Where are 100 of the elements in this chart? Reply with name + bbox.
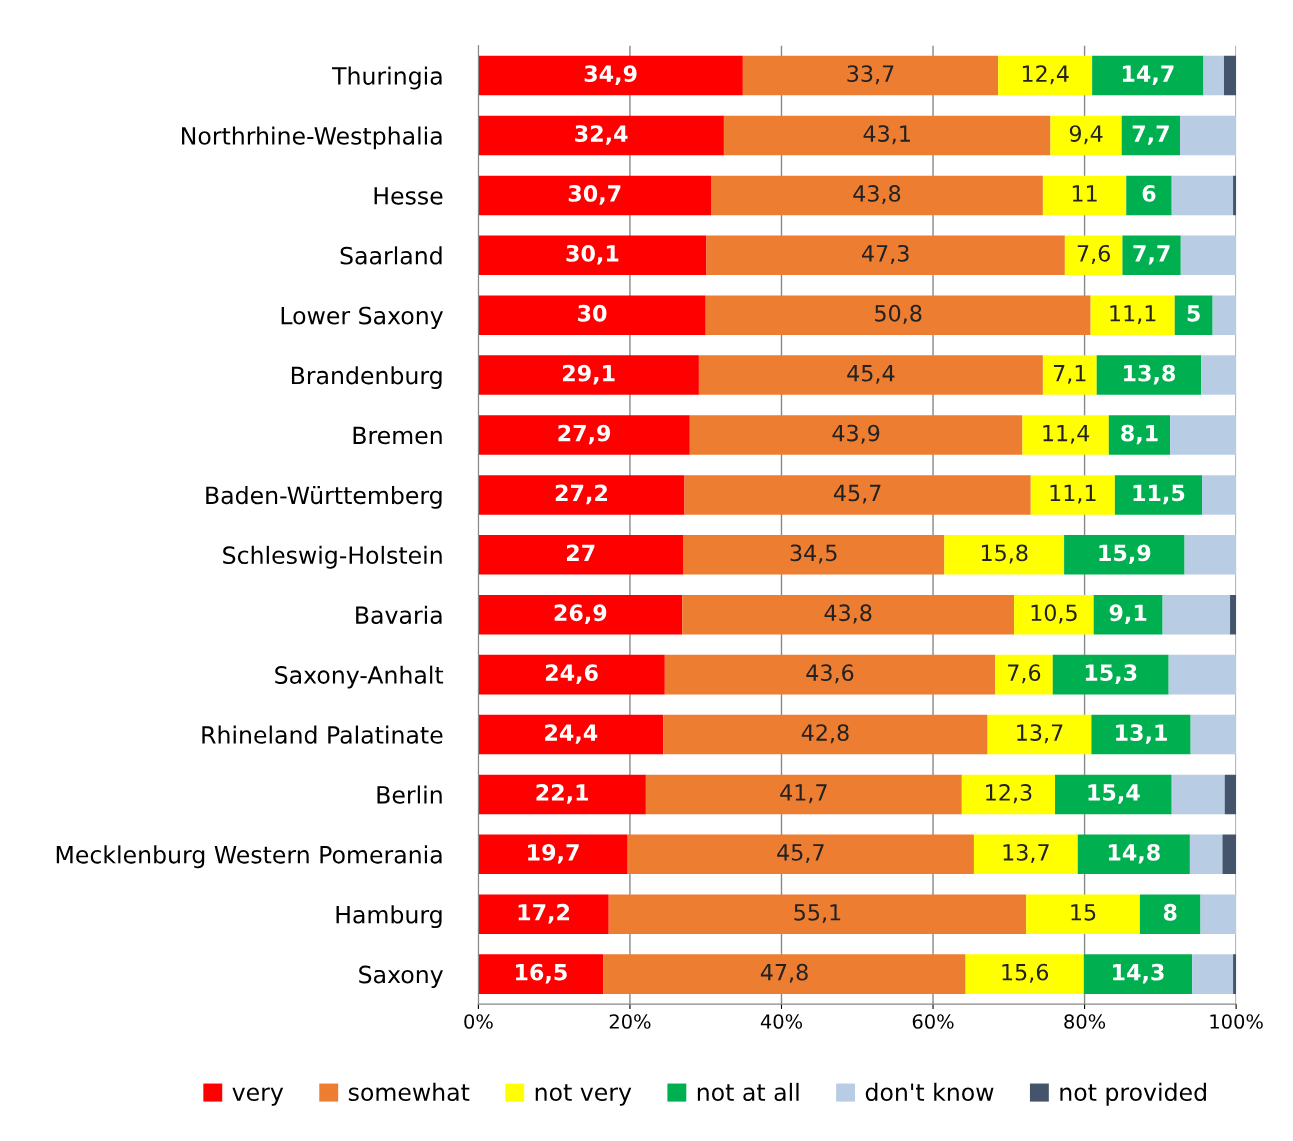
bar <box>1139 894 1201 934</box>
data-label: 11,5 <box>1133 484 1185 505</box>
data-label: 41,7 <box>780 784 827 804</box>
data-label: 45,7 <box>777 844 824 864</box>
bar <box>973 834 1078 875</box>
bar <box>1091 714 1191 755</box>
bar <box>478 235 707 276</box>
bar <box>1184 535 1237 575</box>
bar <box>995 654 1053 695</box>
y-tick-label: Hesse <box>374 187 443 205</box>
data-label: 17,2 <box>518 903 570 924</box>
bar <box>698 355 1043 395</box>
bar <box>1042 175 1127 216</box>
data-label: 43,6 <box>806 664 854 684</box>
y-tick-label: Schleswig-Holstein <box>223 545 442 569</box>
bar <box>1180 115 1237 156</box>
data-label: 27 <box>566 544 595 561</box>
legend-label: not provided <box>1060 1082 1206 1106</box>
bar <box>1200 894 1237 934</box>
bar <box>645 774 962 815</box>
bar <box>1126 175 1172 216</box>
bar <box>1168 654 1237 695</box>
x-tick-label: 80% <box>1064 1014 1106 1029</box>
bar <box>1050 115 1122 156</box>
bar <box>1014 594 1094 635</box>
data-label: 12,4 <box>1022 65 1069 85</box>
data-label: 15 <box>1071 904 1096 921</box>
bar <box>1114 475 1203 515</box>
data-label: 7,7 <box>1133 245 1170 265</box>
bar <box>723 115 1051 156</box>
data-label: 47,8 <box>760 963 808 983</box>
bar <box>987 714 1092 755</box>
bar <box>478 295 706 335</box>
y-tick-label: Saarland <box>340 246 442 265</box>
data-label: 14,7 <box>1122 65 1174 85</box>
bar <box>742 55 999 96</box>
bar <box>1233 175 1237 216</box>
y-tick-label: Northrhine-Westphalia <box>182 126 442 150</box>
bar <box>711 175 1043 216</box>
data-label: 14,3 <box>1113 963 1164 984</box>
bar <box>1096 355 1202 395</box>
data-label: 15,6 <box>1002 963 1049 983</box>
bar <box>1108 415 1171 455</box>
data-label: 9,4 <box>1069 125 1103 145</box>
bar <box>627 834 974 875</box>
x-tick-label: 0% <box>464 1014 493 1029</box>
data-label: 24,4 <box>545 724 598 744</box>
bar <box>682 594 1015 635</box>
data-label: 11,1 <box>1050 484 1096 504</box>
data-label: 11,4 <box>1043 424 1090 444</box>
y-tick-label: Thuringia <box>332 66 442 90</box>
data-label: 22,1 <box>536 784 589 804</box>
bar <box>684 475 1031 515</box>
bar <box>478 834 628 875</box>
x-tick-label: 20% <box>609 1014 651 1029</box>
data-label: 30,7 <box>568 185 621 205</box>
bar <box>478 894 609 934</box>
bar <box>1030 475 1115 515</box>
y-tick-label: Hamburg <box>336 905 442 929</box>
data-label: 15,4 <box>1088 784 1140 804</box>
data-label: 15,8 <box>981 544 1028 564</box>
bar <box>478 594 683 635</box>
legend-label: not very <box>535 1084 632 1106</box>
x-tick-label: 100% <box>1210 1014 1263 1029</box>
bar <box>1083 954 1193 994</box>
data-label: 27,2 <box>555 484 607 505</box>
bar <box>1174 295 1213 335</box>
bar <box>706 235 1065 276</box>
data-label: 32,4 <box>575 125 628 145</box>
bar <box>1122 235 1181 276</box>
data-label: 45,7 <box>833 484 881 504</box>
bar <box>663 714 988 755</box>
bar <box>478 714 664 755</box>
legend-label: not at all <box>697 1082 799 1102</box>
y-tick-label: Lower Saxony <box>281 306 443 330</box>
bar <box>478 954 604 994</box>
bar <box>1192 954 1234 994</box>
y-tick-label: Saxony-Anhalt <box>275 665 444 689</box>
y-tick-label: Bremen <box>353 426 442 445</box>
data-label: 11 <box>1072 185 1097 202</box>
data-label: 45,4 <box>847 365 895 384</box>
bar <box>1212 295 1237 335</box>
bar <box>682 535 945 575</box>
bar <box>1201 355 1237 395</box>
x-tick-label: 40% <box>760 1014 803 1029</box>
bar <box>478 654 665 695</box>
bar <box>1064 535 1185 575</box>
data-label: 12,3 <box>986 784 1032 804</box>
data-label: 34,9 <box>584 65 637 85</box>
y-tick-label: Brandenburg <box>291 366 442 389</box>
data-label: 27,9 <box>558 424 611 445</box>
bar <box>1171 774 1225 815</box>
data-label: 50,8 <box>875 304 922 324</box>
data-label: 42,8 <box>801 724 849 744</box>
data-label: 47,3 <box>862 244 909 265</box>
data-label: 9,1 <box>1109 604 1147 624</box>
bar <box>1042 355 1097 395</box>
y-tick-label: Mecklenburg Western Pomerania <box>56 845 442 869</box>
data-label: 5 <box>1187 305 1200 322</box>
data-label: 33,7 <box>847 65 894 85</box>
